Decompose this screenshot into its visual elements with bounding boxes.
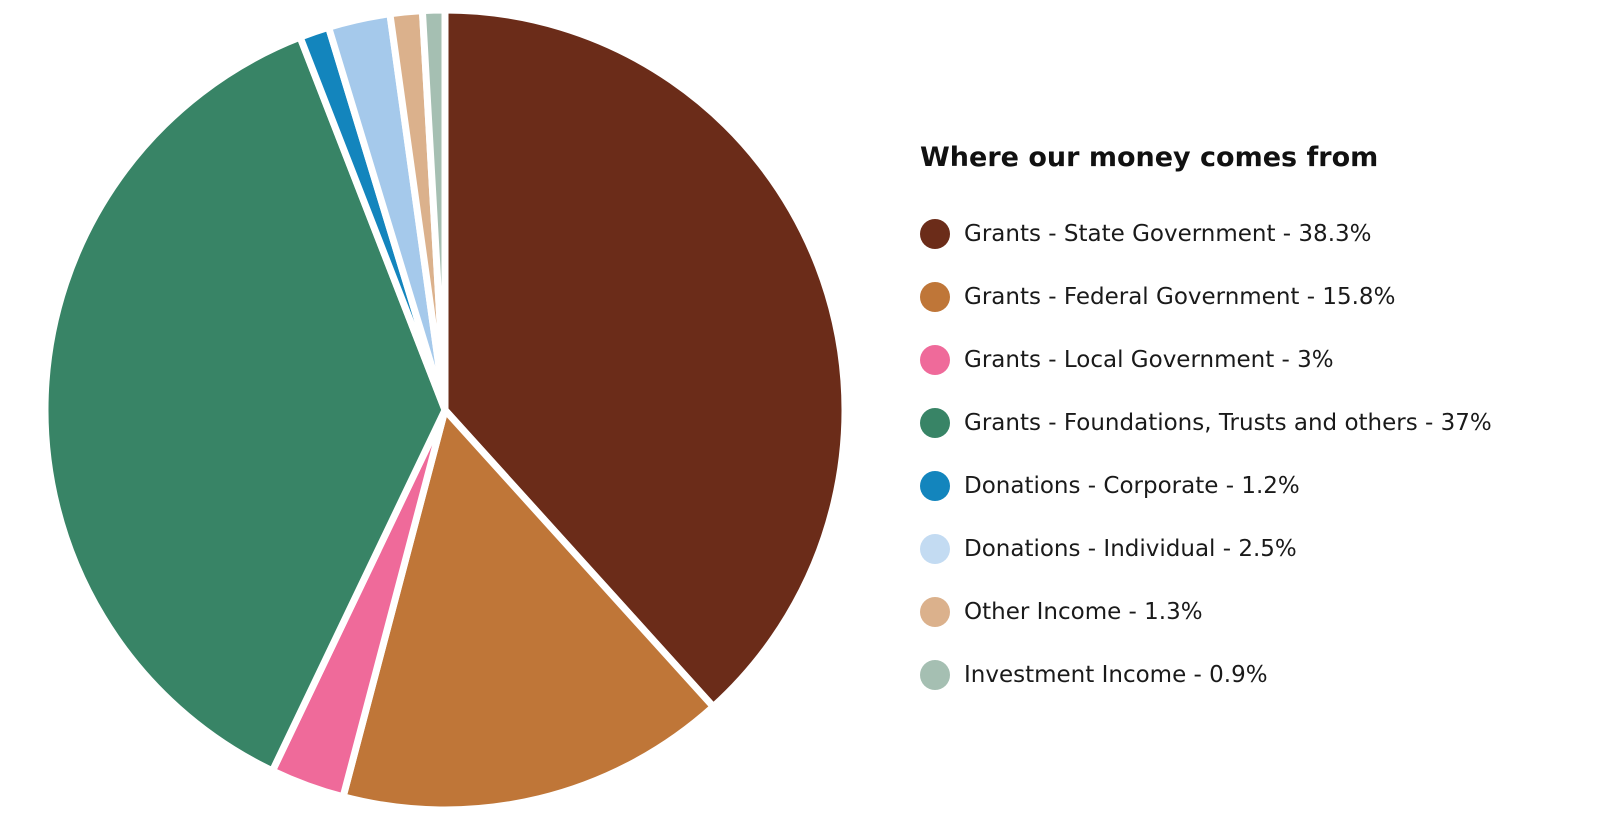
legend-label: Other Income - 1.3% [964,598,1203,625]
legend-item-grants-federal-government: Grants - Federal Government - 15.8% [920,265,1580,328]
legend-item-grants-foundations-trusts-and-others: Grants - Foundations, Trusts and others … [920,391,1580,454]
legend-label: Investment Income - 0.9% [964,661,1268,688]
pie-slice-grants-foundations-trusts-and-others [41,33,449,775]
pie-slice-grants-federal-government [339,406,717,814]
legend-item-investment-income: Investment Income - 0.9% [920,643,1580,706]
chart-title: Where our money comes from [920,142,1379,173]
legend-label: Donations - Corporate - 1.2% [964,472,1300,499]
legend-label: Grants - Federal Government - 15.8% [964,283,1396,310]
legend-label: Grants - Foundations, Trusts and others … [964,409,1492,436]
legend-swatch [920,659,950,690]
legend-swatch [920,470,950,501]
legend-swatch [920,218,950,249]
pie-slice-grants-state-government [441,6,849,711]
legend-swatch [920,281,950,312]
pie-slice-investment-income [418,6,449,414]
legend-item-grants-state-government: Grants - State Government - 38.3% [920,202,1580,265]
legend-swatch [920,344,950,375]
legend-list: Grants - State Government - 38.3% Grants … [920,202,1580,706]
legend-item-other-income: Other Income - 1.3% [920,580,1580,643]
legend-label: Grants - Local Government - 3% [964,346,1334,373]
legend-item-donations-individual: Donations - Individual - 2.5% [920,517,1580,580]
chart-legend: Where our money comes from Grants - Stat… [920,138,1580,706]
legend-item-donations-corporate: Donations - Corporate - 1.2% [920,454,1580,517]
legend-swatch [920,407,950,438]
legend-label: Donations - Individual - 2.5% [964,535,1297,562]
legend-swatch [920,596,950,627]
legend-item-grants-local-government: Grants - Local Government - 3% [920,328,1580,391]
pie-chart [41,6,849,814]
legend-label: Grants - State Government - 38.3% [964,220,1372,247]
legend-swatch [920,533,950,564]
